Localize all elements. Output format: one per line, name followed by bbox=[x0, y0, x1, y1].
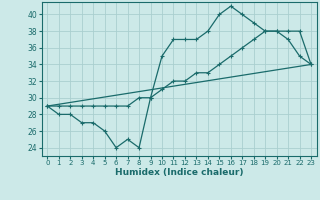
X-axis label: Humidex (Indice chaleur): Humidex (Indice chaleur) bbox=[115, 168, 244, 177]
